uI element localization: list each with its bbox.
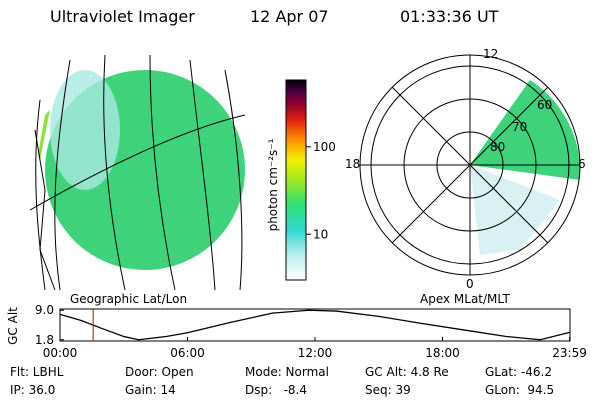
lat-label: 60 (537, 98, 552, 112)
alt-plot-frame (59, 308, 571, 342)
geographic-image (29, 54, 246, 291)
colorbar-tick-label: 100 (313, 140, 336, 154)
mlt-label: 0 (466, 277, 474, 291)
x-tick-label: 00:00 (43, 346, 78, 360)
mlt-label: 6 (578, 157, 586, 171)
x-tick-label: 12:00 (298, 346, 333, 360)
mlt-label: 12 (483, 47, 498, 61)
info-field: IP: 36.0 (10, 383, 55, 397)
lat-label: 70 (512, 120, 527, 134)
info-field: GLat: -46.2 (485, 365, 552, 379)
info-field: Gain: 14 (125, 383, 176, 397)
info-field: Mode: Normal (245, 365, 329, 379)
panel-label: Apex MLat/MLT (420, 292, 510, 306)
altitude-line (59, 309, 570, 341)
title: Ultraviolet Imager (50, 7, 195, 26)
time: 01:33:36 UT (400, 7, 499, 26)
info-field: GLon: 94.5 (485, 383, 554, 397)
info-field: Door: Open (125, 365, 194, 379)
colorbar-tick-label: 10 (313, 227, 328, 241)
mlt-label: 18 (345, 157, 360, 171)
x-tick-label: 23:59 (552, 346, 587, 360)
x-tick-label: 18:00 (425, 346, 460, 360)
y-axis-label: GC Alt (6, 307, 20, 345)
y-tick-label: 1.8 (35, 333, 54, 347)
lat-label: 80 (490, 140, 505, 154)
info-field: GC Alt: 4.8 Re (365, 365, 449, 379)
colorbar (285, 79, 307, 281)
date: 12 Apr 07 (250, 7, 329, 26)
y-tick-label: 9.0 (35, 303, 54, 317)
info-field: Dsp: -8.4 (245, 383, 307, 397)
info-field: Flt: LBHL (10, 365, 64, 379)
panel-label: Geographic Lat/Lon (70, 292, 187, 306)
colorbar-label: photon cm⁻²s⁻¹ (266, 138, 280, 231)
x-tick-label: 06:00 (170, 346, 205, 360)
polar-plot: 12 18 6 0 80 70 60 (345, 47, 586, 291)
info-field: Seq: 39 (365, 383, 411, 397)
